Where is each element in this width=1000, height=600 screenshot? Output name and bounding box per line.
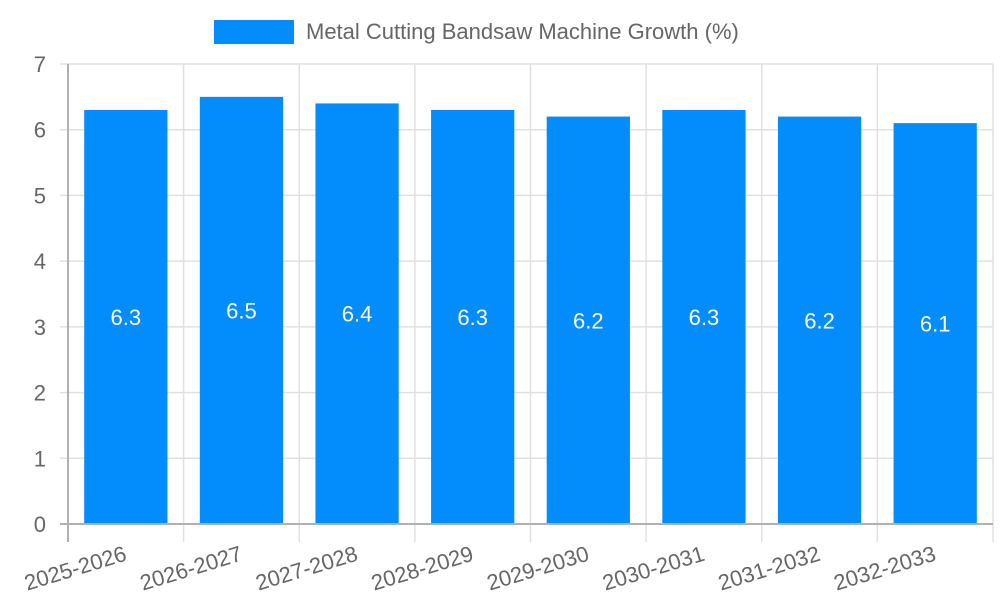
bar-value-label: 6.2	[573, 308, 604, 333]
bar[interactable]	[315, 103, 399, 524]
y-axis-ticks: 0 1 2 3 4 5 6 7	[34, 52, 46, 537]
bar-value-labels: 6.3 6.5 6.4 6.3 6.2 6.3 6.2 6.1	[111, 298, 951, 336]
x-tick-label: 2030-2031	[599, 541, 707, 596]
bar[interactable]	[431, 110, 515, 524]
y-tick-label: 4	[34, 249, 46, 274]
y-tick-label: 1	[34, 446, 46, 471]
x-tick-label: 2032-2033	[831, 541, 939, 596]
y-tick-label: 3	[34, 315, 46, 340]
legend-swatch	[214, 20, 294, 44]
x-tick-label: 2028-2029	[368, 541, 476, 596]
y-tick-label: 2	[34, 381, 46, 406]
bar[interactable]	[546, 116, 630, 525]
x-tick-label: 2027-2028	[253, 541, 361, 596]
axes	[60, 64, 993, 542]
x-tick-label: 2029-2030	[484, 541, 592, 596]
bar-value-label: 6.5	[226, 298, 257, 323]
bar-value-label: 6.4	[342, 302, 373, 327]
y-tick-label: 6	[34, 118, 46, 143]
bar-value-label: 6.2	[804, 308, 835, 333]
x-tick-label: 2025-2026	[21, 541, 129, 596]
x-tick-label: 2031-2032	[715, 541, 823, 596]
bar-value-label: 6.3	[457, 305, 488, 330]
legend-label: Metal Cutting Bandsaw Machine Growth (%)	[306, 19, 739, 44]
bar-value-label: 6.3	[689, 305, 720, 330]
bars	[84, 96, 977, 525]
bar-value-label: 6.3	[111, 305, 142, 330]
bar[interactable]	[893, 123, 977, 525]
bar[interactable]	[84, 110, 168, 524]
bar-value-label: 6.1	[920, 312, 951, 337]
bar[interactable]	[199, 96, 284, 524]
y-tick-label: 5	[34, 183, 46, 208]
bar[interactable]	[662, 110, 746, 524]
x-axis-ticks: 2025-2026 2026-2027 2027-2028 2028-2029 2029…	[21, 541, 938, 596]
y-tick-label: 0	[34, 512, 46, 537]
x-tick-label: 2026-2027	[137, 541, 245, 596]
bar[interactable]	[777, 116, 862, 525]
y-tick-label: 7	[34, 52, 46, 77]
chart-legend[interactable]: Metal Cutting Bandsaw Machine Growth (%)	[214, 18, 739, 46]
